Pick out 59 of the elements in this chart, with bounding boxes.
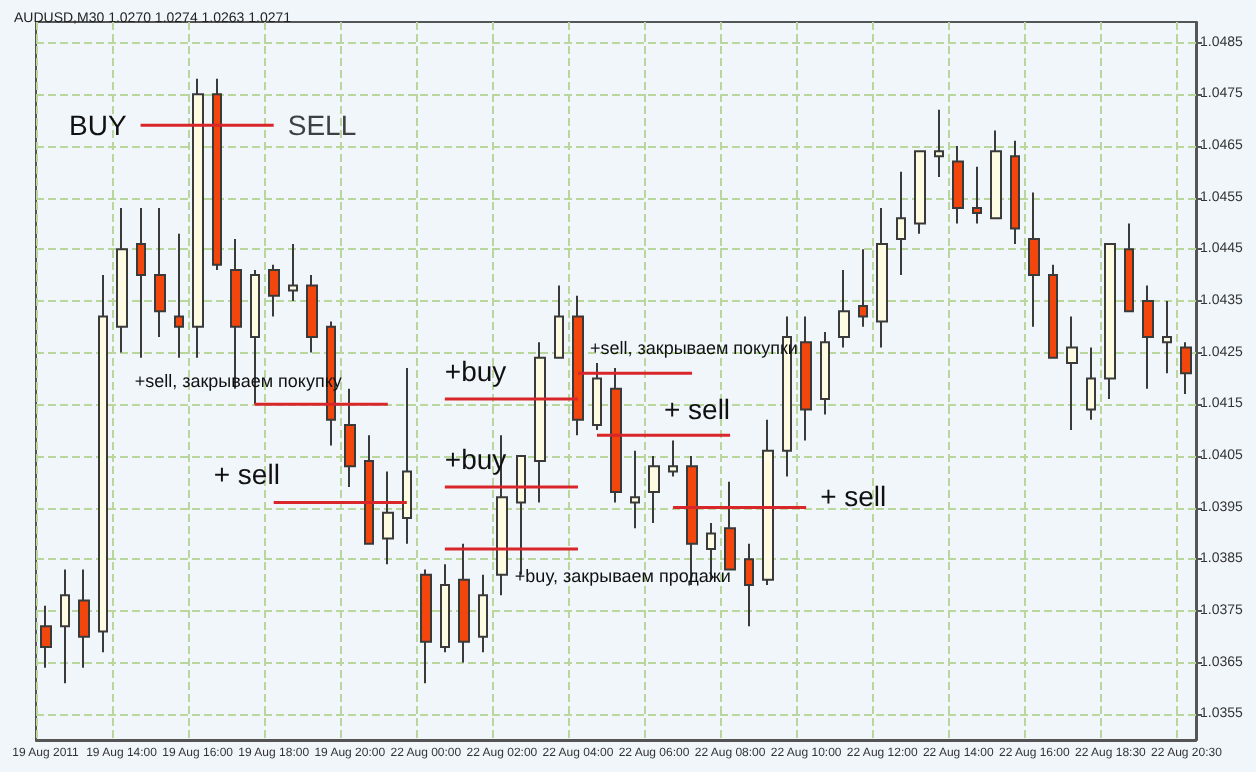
candlestick: [554, 284, 564, 359]
candlestick: [174, 232, 184, 359]
candlestick: [382, 470, 394, 566]
series-label: + sell: [213, 458, 280, 491]
candlestick: [1028, 191, 1040, 328]
candlestick: [800, 315, 812, 442]
candlestick: [952, 144, 964, 225]
annotation: SELL: [287, 109, 357, 142]
candlestick: [154, 206, 166, 339]
candlestick: [116, 206, 128, 354]
candlestick: [78, 568, 90, 669]
candlestick: [914, 150, 926, 235]
candlestick: [668, 439, 678, 478]
candlestick: [1162, 299, 1172, 375]
candlestick: [60, 568, 70, 685]
candlestick: [630, 449, 640, 530]
candlestick: [402, 367, 412, 545]
candlestick: [838, 268, 850, 349]
series-label: + sell: [820, 479, 887, 512]
series-label: + sell: [663, 393, 731, 426]
candlestick: [762, 418, 774, 587]
candlestick: [990, 129, 1002, 220]
series-label: BUY: [69, 109, 128, 142]
candlestick: [592, 361, 602, 432]
candlestick: [98, 274, 108, 654]
series-label: +buy: [444, 355, 507, 388]
candlestick: [458, 542, 470, 664]
candlestick: [1104, 243, 1116, 401]
candlestick: [478, 573, 488, 654]
candlestick: [212, 77, 222, 271]
candlestick: [820, 330, 830, 416]
candlestick: [1180, 341, 1192, 395]
candlestick: [268, 263, 280, 318]
candlestick: [648, 454, 660, 525]
candlestick: [1066, 315, 1078, 432]
candlestick: [1124, 222, 1134, 313]
candlestick: [40, 604, 52, 669]
candlestick: [972, 165, 982, 225]
candlestick: [344, 387, 356, 488]
candlestick: [288, 243, 298, 302]
candlestick: [724, 480, 736, 571]
candlestick: [1086, 346, 1096, 421]
candlestick: [440, 563, 450, 654]
candlestick: [1048, 263, 1058, 359]
candlestick: [934, 108, 944, 178]
candlestick: [364, 434, 374, 545]
candlestick: [876, 206, 888, 349]
candlestick: [306, 274, 318, 354]
candlestick: [572, 294, 584, 437]
candlestick: [896, 170, 906, 277]
candlestick: [744, 542, 754, 628]
candlestick: [610, 367, 622, 504]
candlestick: [534, 341, 546, 504]
candlestick: [1142, 284, 1154, 390]
candlestick: [420, 568, 432, 685]
candlestick: [858, 248, 868, 328]
candlestick: [1010, 139, 1020, 246]
candlestick: [192, 77, 204, 359]
candlestick: [136, 206, 146, 359]
